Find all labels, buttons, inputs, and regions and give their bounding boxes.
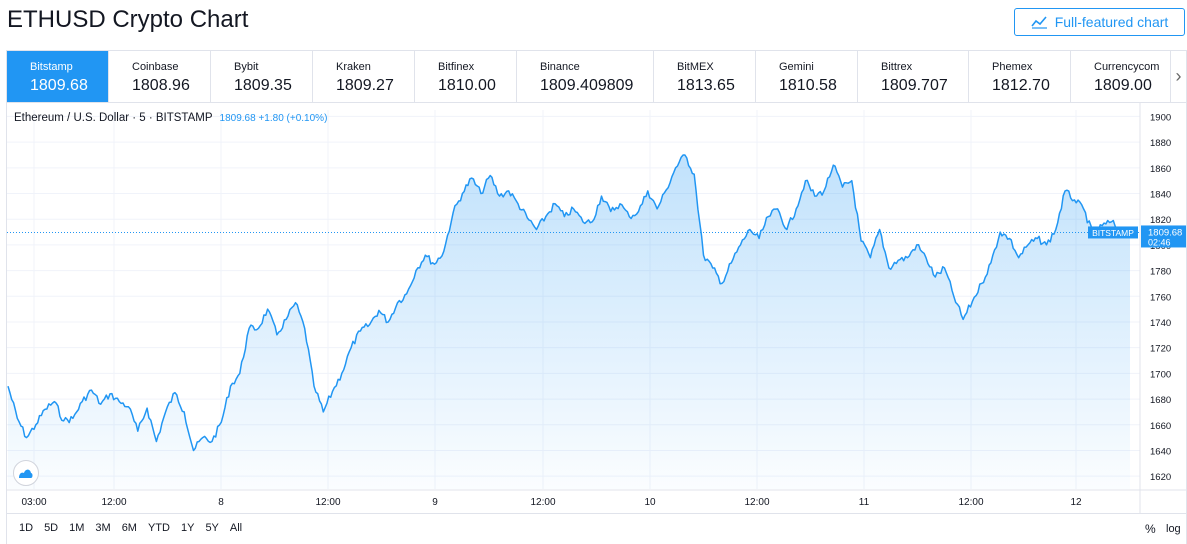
exchange-price: 1809.409809 bbox=[540, 77, 634, 94]
x-tick-label: 10 bbox=[644, 497, 656, 508]
price-line bbox=[7, 154, 1131, 452]
last-price-tag-countdown: 02:46 bbox=[1148, 237, 1171, 247]
exchange-tab-bitmex[interactable]: BitMEX 1813.65 bbox=[654, 51, 756, 102]
exchange-price: 1809.707 bbox=[881, 77, 948, 94]
y-tick-label: 1860 bbox=[1150, 164, 1171, 175]
source-tag-label: BITSTAMP bbox=[1092, 228, 1134, 238]
exchange-price: 1812.70 bbox=[992, 77, 1050, 94]
range-button-1y[interactable]: 1Y bbox=[180, 522, 195, 534]
exchange-tab-gemini[interactable]: Gemini 1810.58 bbox=[756, 51, 858, 102]
x-tick-label: 12:00 bbox=[530, 497, 555, 508]
exchange-price: 1809.35 bbox=[234, 77, 292, 94]
exchange-name: Bittrex bbox=[881, 61, 913, 73]
exchange-price: 1813.65 bbox=[677, 77, 735, 94]
exchange-tab-bitstamp[interactable]: Bitstamp 1809.68 bbox=[7, 51, 109, 102]
chart-legend: Ethereum / U.S. Dollar · 5 · BITSTAMP 18… bbox=[14, 112, 327, 124]
x-tick-label: 03:00 bbox=[21, 497, 46, 508]
range-button-ytd[interactable]: YTD bbox=[147, 522, 170, 534]
exchange-tabs: Bitstamp 1809.68 Coinbase 1808.96 Bybit 1809.… bbox=[6, 50, 1187, 103]
range-button-3m[interactable]: 3M bbox=[95, 522, 111, 534]
exchange-name: Bitstamp bbox=[30, 61, 73, 73]
legend-change: 1809.68 +1.80 (+0.10%) bbox=[219, 113, 328, 124]
page-title: ETHUSD Crypto Chart bbox=[7, 6, 249, 33]
x-tick-label: 12:00 bbox=[101, 497, 126, 508]
footer-divider bbox=[6, 513, 1187, 514]
percent-scale-toggle[interactable]: % bbox=[1145, 522, 1156, 536]
y-tick-label: 1880 bbox=[1150, 138, 1171, 149]
chevron-right-icon[interactable]: › bbox=[1175, 66, 1182, 86]
exchange-name: Binance bbox=[540, 61, 580, 73]
exchange-price: 1809.00 bbox=[1094, 77, 1152, 94]
exchange-name: Gemini bbox=[779, 61, 814, 73]
x-tick-label: 12:00 bbox=[744, 497, 769, 508]
x-tick-label: 12:00 bbox=[315, 497, 340, 508]
exchange-tab-bybit[interactable]: Bybit 1809.35 bbox=[211, 51, 313, 102]
exchange-name: Currencycom bbox=[1094, 61, 1160, 73]
y-tick-label: 1840 bbox=[1150, 190, 1171, 201]
exchange-price: 1809.68 bbox=[30, 77, 88, 94]
exchange-name: Bitfinex bbox=[438, 61, 475, 73]
chart-trend-icon bbox=[1031, 16, 1047, 29]
y-tick-label: 1820 bbox=[1150, 215, 1171, 226]
exchange-price: 1809.27 bbox=[336, 77, 394, 94]
exchange-tab-bitfinex[interactable]: Bitfinex 1810.00 bbox=[415, 51, 517, 102]
range-selector: 1D 5D 1M 3M 6M YTD 1Y 5Y All bbox=[19, 522, 253, 534]
x-tick-label: 12:00 bbox=[958, 497, 983, 508]
exchange-tab-bittrex[interactable]: Bittrex 1809.707 bbox=[858, 51, 969, 102]
y-tick-label: 1620 bbox=[1150, 472, 1171, 483]
y-tick-label: 1640 bbox=[1150, 446, 1171, 457]
y-tick-label: 1700 bbox=[1150, 369, 1171, 380]
log-scale-toggle[interactable]: log bbox=[1166, 523, 1181, 535]
y-tick-label: 1660 bbox=[1150, 421, 1171, 432]
x-tick-label: 9 bbox=[432, 497, 438, 508]
range-button-1d[interactable]: 1D bbox=[19, 522, 34, 534]
full-featured-chart-label: Full-featured chart bbox=[1054, 14, 1169, 30]
range-button-1m[interactable]: 1M bbox=[69, 522, 85, 534]
y-tick-label: 1720 bbox=[1150, 344, 1171, 355]
y-tick-label: 1780 bbox=[1150, 267, 1171, 278]
legend-symbol: Ethereum / U.S. Dollar · 5 · BITSTAMP bbox=[14, 112, 213, 124]
exchange-price: 1810.58 bbox=[779, 77, 837, 94]
exchange-name: Bybit bbox=[234, 61, 259, 73]
exchange-tab-coinbase[interactable]: Coinbase 1808.96 bbox=[109, 51, 211, 102]
exchange-tab-phemex[interactable]: Phemex 1812.70 bbox=[969, 51, 1071, 102]
x-tick-label: 12 bbox=[1070, 497, 1082, 508]
exchange-name: BitMEX bbox=[677, 61, 714, 73]
exchange-tab-binance[interactable]: Binance 1809.409809 bbox=[517, 51, 654, 102]
exchange-tab-currencycom[interactable]: Currencycom 1809.00 bbox=[1071, 51, 1171, 102]
range-button-6m[interactable]: 6M bbox=[121, 522, 137, 534]
y-tick-label: 1900 bbox=[1150, 112, 1171, 123]
y-tick-label: 1680 bbox=[1150, 395, 1171, 406]
price-area-fill bbox=[8, 155, 1130, 489]
exchange-name: Phemex bbox=[992, 61, 1033, 73]
exchange-name: Coinbase bbox=[132, 61, 179, 73]
x-tick-label: 11 bbox=[859, 497, 870, 508]
range-button-5d[interactable]: 5D bbox=[44, 522, 59, 534]
range-button-5y[interactable]: 5Y bbox=[205, 522, 219, 534]
full-featured-chart-button[interactable]: Full-featured chart bbox=[1014, 8, 1185, 36]
y-tick-label: 1740 bbox=[1150, 318, 1171, 329]
tradingview-logo-icon[interactable] bbox=[13, 460, 39, 486]
x-tick-label: 8 bbox=[218, 497, 224, 508]
y-tick-label: 1760 bbox=[1150, 292, 1171, 303]
range-button-all[interactable]: All bbox=[229, 522, 243, 534]
exchange-tab-kraken[interactable]: Kraken 1809.27 bbox=[313, 51, 415, 102]
last-price-tag-bg bbox=[1141, 225, 1186, 248]
exchange-name: Kraken bbox=[336, 61, 371, 73]
exchange-price: 1810.00 bbox=[438, 77, 496, 94]
last-price-tag-price: 1809.68 bbox=[1148, 227, 1182, 238]
exchange-price: 1808.96 bbox=[132, 77, 190, 94]
source-tag-bg bbox=[1088, 226, 1138, 239]
